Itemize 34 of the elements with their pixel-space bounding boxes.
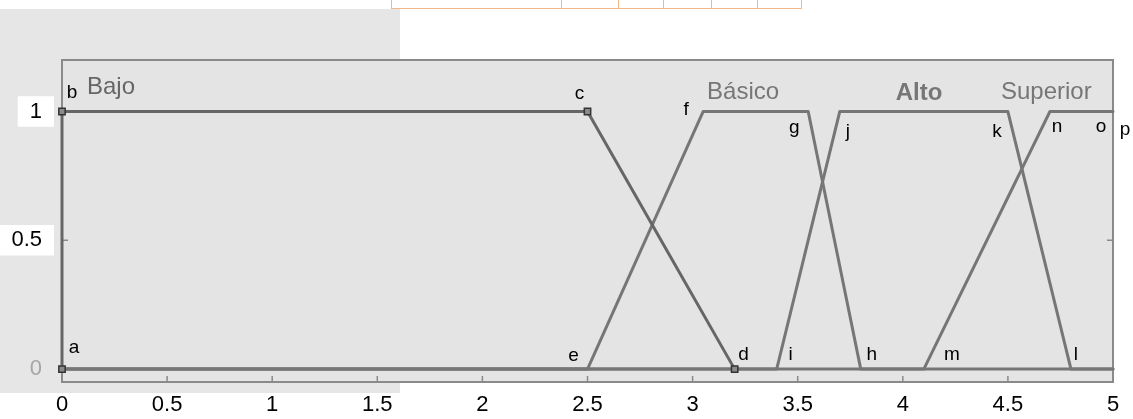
x-tick-label: 4 bbox=[896, 391, 909, 417]
x-tick-label: 5 bbox=[1106, 391, 1120, 417]
annotation: o bbox=[1095, 114, 1107, 136]
x-tick-label: 2 bbox=[476, 391, 489, 417]
x-tick-label: 3.5 bbox=[782, 391, 813, 417]
annotation: h bbox=[866, 343, 878, 365]
x-tick-label: 1.5 bbox=[362, 391, 393, 417]
series-label: Bajo bbox=[87, 72, 136, 100]
annotation: d bbox=[738, 343, 749, 365]
y-tick-label: 1 bbox=[29, 97, 42, 123]
x-tick-label: 3 bbox=[686, 391, 699, 417]
annotation: f bbox=[683, 97, 690, 119]
annotation: k bbox=[992, 119, 1003, 141]
annotation: c bbox=[574, 81, 585, 103]
annotation: b bbox=[66, 80, 78, 102]
series-label: Superior bbox=[1000, 77, 1092, 105]
annotation: g bbox=[788, 115, 800, 137]
annotation: a bbox=[68, 336, 80, 358]
x-tick-label: 0.5 bbox=[151, 391, 183, 417]
annotation: n bbox=[1051, 114, 1063, 136]
annotation: m bbox=[943, 343, 960, 365]
x-tick-label: 1 bbox=[266, 391, 279, 417]
series-label: Básico bbox=[707, 77, 780, 105]
series-label: Alto bbox=[895, 78, 943, 106]
annotation: e bbox=[568, 344, 579, 366]
annotation: p bbox=[1119, 117, 1131, 139]
x-tick-label: 4.5 bbox=[992, 391, 1024, 417]
annotation: j bbox=[844, 119, 850, 141]
y-tick-label: 0 bbox=[29, 355, 42, 381]
y-tick-label: 0.5 bbox=[11, 226, 42, 252]
x-tick-label: 2.5 bbox=[572, 391, 603, 417]
annotation: l bbox=[1073, 343, 1079, 365]
annotation: i bbox=[788, 343, 793, 365]
x-tick-label: 0 bbox=[55, 391, 69, 417]
